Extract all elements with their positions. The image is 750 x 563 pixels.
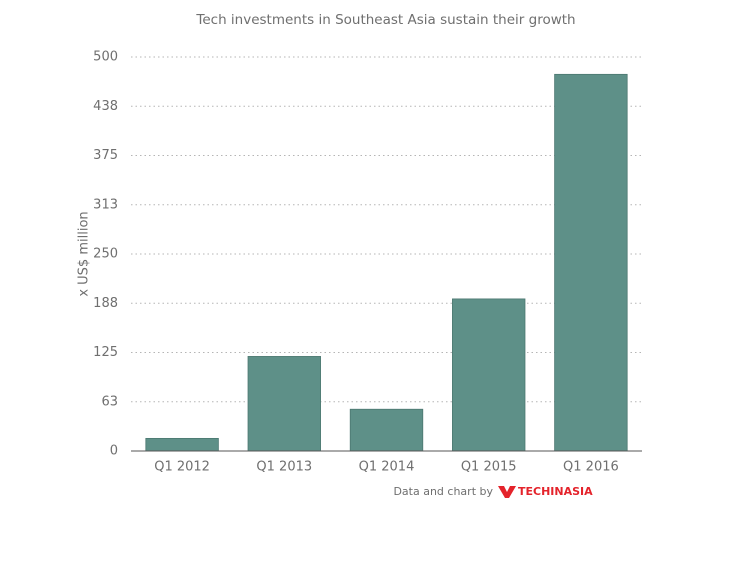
bar	[247, 356, 321, 452]
bar	[349, 408, 424, 452]
source-note: Data and chart by	[393, 485, 493, 498]
y-tick-label: 250	[93, 247, 118, 262]
y-tick-label: 500	[93, 50, 118, 65]
x-tick-label: Q1 2016	[563, 460, 619, 475]
x-tick-label: Q1 2013	[256, 460, 312, 475]
brand-logo: TECHINASIA	[498, 485, 593, 498]
x-tick-label: Q1 2015	[461, 460, 517, 475]
y-tick-label: 313	[93, 197, 118, 212]
bar	[554, 73, 628, 452]
y-tick-label: 63	[101, 394, 118, 409]
y-tick-label: 0	[110, 444, 118, 459]
y-axis-label: x US$ million	[77, 211, 92, 296]
y-tick-label: 188	[93, 296, 118, 311]
y-tick-label: 438	[93, 99, 118, 114]
x-tick-label: Q1 2012	[154, 460, 210, 475]
bar	[145, 437, 219, 452]
bar	[452, 298, 526, 452]
x-tick-label: Q1 2014	[359, 460, 415, 475]
logo-icon	[498, 486, 516, 498]
y-tick-label: 125	[93, 345, 118, 360]
y-tick-label: 375	[93, 148, 118, 163]
brand-name: TECHINASIA	[518, 485, 593, 498]
chart-title: Tech investments in Southeast Asia susta…	[195, 12, 575, 28]
